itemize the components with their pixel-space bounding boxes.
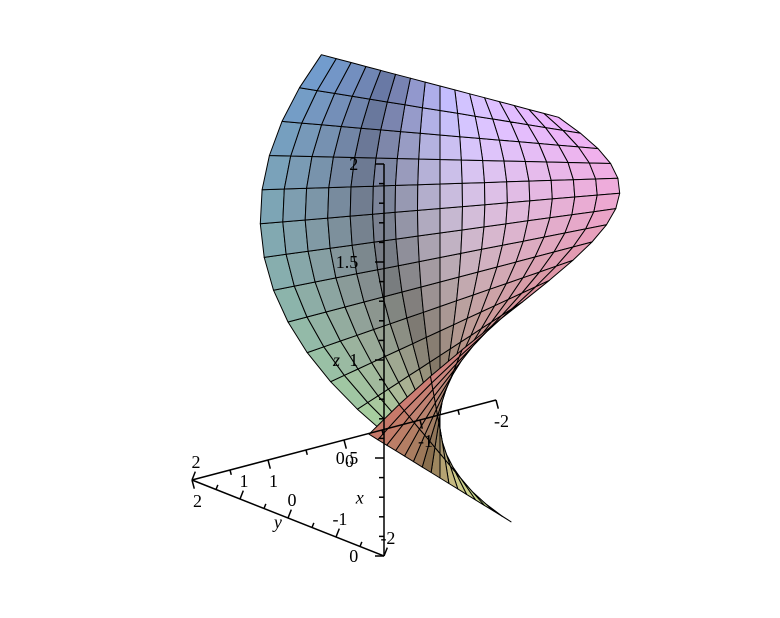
z-axis-label: z xyxy=(332,350,340,370)
surface-cell xyxy=(460,137,483,161)
surface-cell xyxy=(350,214,374,245)
surface-cell xyxy=(506,201,530,224)
svg-text:-1: -1 xyxy=(332,509,347,529)
y-axis-label: y xyxy=(272,512,282,532)
surface-cell xyxy=(440,253,461,282)
surface-cell xyxy=(305,218,330,251)
surface-cell xyxy=(440,183,463,208)
svg-text:0.5: 0.5 xyxy=(336,448,359,468)
svg-text:1.5: 1.5 xyxy=(336,252,359,272)
svg-text:0: 0 xyxy=(287,490,296,510)
svg-text:1: 1 xyxy=(269,471,278,491)
surface-cell xyxy=(461,160,484,183)
surface-cell xyxy=(418,233,440,262)
surface-cell xyxy=(260,189,284,224)
surface-plot-3d: -2-1012x-2-1012y00.511.52z xyxy=(0,0,780,618)
surface-cell xyxy=(350,186,373,216)
surface-cell xyxy=(373,158,397,186)
surface-cell xyxy=(507,181,530,203)
surface-cell xyxy=(395,210,418,239)
surface-cell xyxy=(398,262,421,292)
surface-cell xyxy=(573,179,597,197)
svg-text:2: 2 xyxy=(193,491,202,511)
surface-cell xyxy=(440,230,462,258)
surface-cell xyxy=(483,161,507,183)
surface-cell xyxy=(418,184,441,210)
svg-text:-2: -2 xyxy=(380,528,395,548)
surface-cell xyxy=(419,258,440,288)
surface-cell xyxy=(374,239,398,270)
surface-cell xyxy=(283,220,308,254)
surface-cell xyxy=(305,188,329,220)
surface-cell xyxy=(328,216,352,248)
surface-cell xyxy=(440,207,463,233)
svg-text:1: 1 xyxy=(349,350,358,370)
surface-cell xyxy=(418,209,441,237)
surface-cell xyxy=(420,108,440,135)
surface-cell xyxy=(396,159,419,186)
surface-cell xyxy=(260,222,286,258)
surface-cell xyxy=(418,159,440,185)
surface-cell xyxy=(328,187,351,218)
svg-text:2: 2 xyxy=(349,154,358,174)
surface-cell xyxy=(440,160,462,185)
surface-cell xyxy=(395,185,418,213)
svg-text:2: 2 xyxy=(191,452,200,472)
svg-text:0: 0 xyxy=(349,546,358,566)
surface-cell xyxy=(551,180,575,199)
surface-cell xyxy=(283,188,307,222)
surface-cell xyxy=(419,133,440,159)
surface-cell xyxy=(440,135,461,160)
x-axis-label: x xyxy=(355,488,364,508)
surface-cell xyxy=(529,180,552,201)
svg-text:-2: -2 xyxy=(494,411,509,431)
surface-cell xyxy=(504,161,529,182)
surface-mesh xyxy=(260,55,619,522)
surface-cell xyxy=(397,132,420,159)
surface-cell xyxy=(462,183,485,207)
surface-cell xyxy=(440,111,460,137)
surface-cell xyxy=(396,236,419,266)
surface-cell xyxy=(485,182,508,205)
surface-cell xyxy=(484,203,507,227)
surface-cell xyxy=(461,227,484,254)
surface-cell xyxy=(440,86,458,113)
svg-text:1: 1 xyxy=(239,471,248,491)
surface-cell xyxy=(462,205,485,230)
surface-cell xyxy=(596,178,620,195)
svg-text:-1: -1 xyxy=(418,431,433,451)
